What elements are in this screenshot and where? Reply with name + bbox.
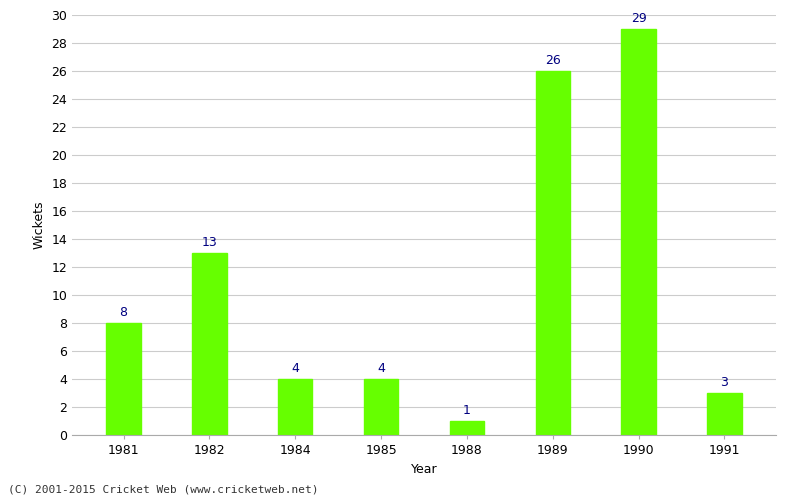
Text: 1: 1 bbox=[463, 404, 471, 417]
Text: 13: 13 bbox=[202, 236, 218, 249]
Bar bbox=[278, 379, 312, 435]
Text: 29: 29 bbox=[630, 12, 646, 25]
Text: 4: 4 bbox=[377, 362, 385, 375]
Text: 8: 8 bbox=[119, 306, 127, 319]
Y-axis label: Wickets: Wickets bbox=[33, 200, 46, 249]
Bar bbox=[707, 393, 742, 435]
Text: 3: 3 bbox=[721, 376, 729, 389]
Bar bbox=[192, 253, 226, 435]
Bar bbox=[450, 421, 484, 435]
Bar bbox=[622, 29, 656, 435]
Text: 26: 26 bbox=[545, 54, 561, 67]
Text: 4: 4 bbox=[291, 362, 299, 375]
Bar bbox=[364, 379, 398, 435]
Text: (C) 2001-2015 Cricket Web (www.cricketweb.net): (C) 2001-2015 Cricket Web (www.cricketwe… bbox=[8, 485, 318, 495]
Bar bbox=[106, 323, 141, 435]
X-axis label: Year: Year bbox=[410, 462, 438, 475]
Bar bbox=[536, 71, 570, 435]
